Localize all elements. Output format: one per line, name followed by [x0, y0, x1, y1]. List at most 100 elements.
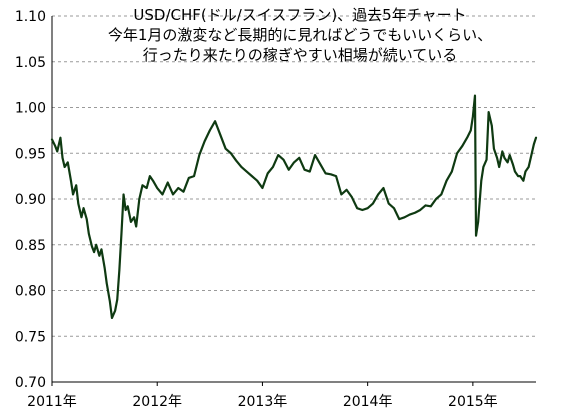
data-point	[54, 145, 56, 147]
data-point	[98, 254, 101, 257]
data-point	[474, 94, 476, 97]
data-point	[59, 136, 62, 139]
data-point	[345, 189, 348, 191]
y-tick-label: 0.75	[15, 329, 46, 345]
data-point	[372, 202, 374, 205]
data-point	[114, 309, 116, 312]
horizontal-gridlines	[52, 15, 536, 337]
data-point	[408, 213, 411, 216]
data-point	[377, 193, 379, 196]
data-point	[314, 154, 316, 156]
data-point	[82, 207, 85, 209]
data-point	[256, 179, 258, 182]
x-tick-label: 2014年	[343, 394, 393, 410]
data-point	[120, 232, 123, 235]
data-point	[493, 147, 495, 150]
x-tick-label: 2012年	[132, 394, 182, 410]
data-point	[527, 166, 530, 168]
data-point	[472, 115, 474, 118]
series-layer	[50, 94, 538, 320]
title-line-3: 行ったり来たりの稼ぎやすい相場が続いている	[143, 46, 458, 64]
data-point	[419, 209, 422, 211]
data-point	[235, 159, 237, 162]
data-point	[496, 157, 498, 159]
data-point	[182, 190, 185, 193]
y-tick-label: 1.05	[15, 55, 46, 71]
data-point	[63, 166, 66, 168]
x-tick-label: 2011年	[27, 394, 77, 410]
data-point	[105, 282, 108, 284]
data-point	[382, 187, 385, 189]
data-point	[209, 129, 211, 132]
data-point	[424, 204, 427, 207]
data-point	[330, 173, 332, 176]
data-point	[491, 125, 493, 127]
data-point	[103, 266, 106, 269]
y-tick-label: 0.85	[15, 238, 46, 254]
data-point	[403, 216, 406, 219]
data-point	[282, 158, 285, 161]
y-tick-label: 0.90	[15, 192, 46, 208]
x-tick-labels: 2011年 2012年 2013年 2014年 2015年	[27, 394, 498, 410]
data-point	[335, 175, 337, 177]
data-point	[187, 177, 190, 179]
data-point	[133, 216, 135, 219]
data-point	[214, 120, 216, 123]
data-point	[109, 300, 111, 303]
data-point	[393, 207, 395, 209]
data-point	[287, 168, 290, 171]
data-point	[398, 218, 401, 220]
data-point	[93, 251, 95, 253]
data-point	[440, 193, 443, 196]
data-point	[524, 170, 527, 173]
data-point	[141, 184, 144, 187]
data-point	[498, 166, 500, 168]
data-point	[66, 161, 69, 164]
data-point	[203, 140, 206, 143]
data-point	[80, 216, 83, 219]
title-line-2: 今年1月の激変など長期的に見ればどうでもいいくらい、	[108, 26, 492, 44]
data-point	[61, 157, 64, 159]
data-point	[100, 248, 103, 251]
data-point	[308, 170, 311, 173]
data-point	[111, 317, 113, 319]
data-point	[91, 245, 93, 248]
data-point	[277, 154, 280, 156]
data-point	[512, 163, 514, 166]
data-point	[366, 207, 369, 209]
data-point	[261, 187, 264, 189]
data-point	[477, 221, 479, 223]
data-point	[72, 193, 74, 196]
data-point	[149, 175, 151, 177]
data-point	[361, 209, 364, 211]
data-point	[138, 198, 141, 200]
data-point	[461, 145, 464, 147]
x-tick-label: 2015年	[448, 394, 498, 410]
data-point	[517, 175, 519, 177]
data-point	[482, 166, 485, 168]
data-point	[466, 135, 469, 138]
data-point	[535, 136, 537, 139]
data-point	[387, 202, 390, 205]
data-point	[485, 158, 488, 161]
data-point	[152, 179, 154, 182]
x-tick-label: 2013年	[238, 394, 288, 410]
data-point	[51, 138, 53, 141]
data-point	[75, 184, 77, 187]
axes	[51, 16, 536, 386]
data-point	[519, 175, 522, 177]
data-point	[193, 175, 195, 177]
data-point	[166, 181, 169, 184]
data-point	[251, 175, 253, 177]
data-point	[451, 170, 453, 173]
data-point	[469, 129, 472, 132]
data-point	[298, 157, 301, 159]
data-point	[266, 172, 269, 175]
data-point	[293, 161, 295, 164]
data-point	[118, 269, 121, 272]
data-point	[198, 154, 201, 156]
data-point	[219, 134, 222, 136]
data-point	[480, 179, 483, 182]
